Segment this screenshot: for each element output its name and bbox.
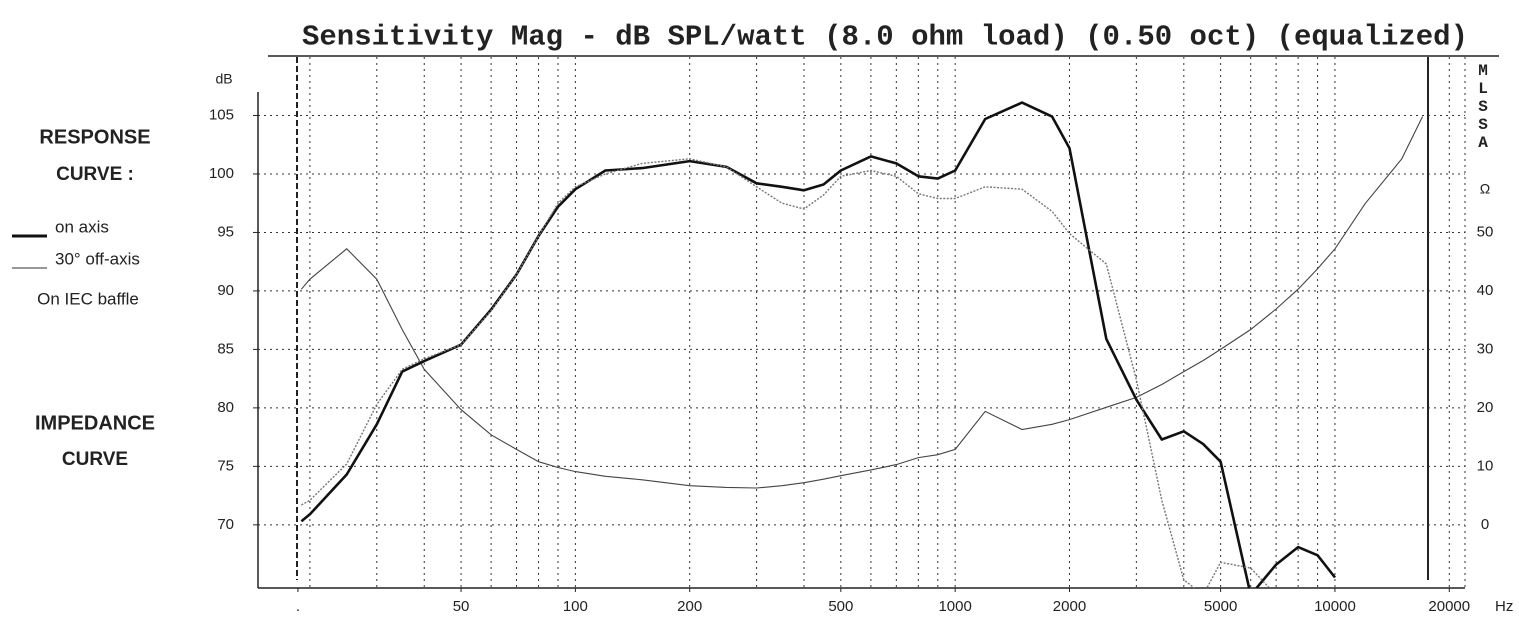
series-line (301, 158, 1271, 588)
chart-title: Sensitivity Mag - dB SPL/watt (8.0 ohm l… (302, 21, 1468, 54)
x-tick-label: 50 (453, 598, 470, 615)
y-tick-label: 100 (209, 165, 234, 182)
y2-tick-label: 0 (1481, 516, 1489, 533)
series-line (300, 101, 1337, 588)
side-label: MLSSA (1474, 62, 1492, 152)
legend-title: CURVE : (56, 164, 134, 185)
impedance-line (300, 116, 1423, 489)
x-tick-label: 10000 (1314, 598, 1356, 615)
y2-axis-label: Ω (1480, 181, 1490, 197)
legend-label: on axis (55, 217, 109, 236)
legend-label: 30° off-axis (55, 249, 140, 268)
x-tick-label: 100 (563, 598, 588, 615)
impedance-label: IMPEDANCE (35, 412, 155, 434)
x-tick-label: 20000 (1428, 598, 1470, 615)
y-tick-label: 105 (209, 106, 234, 123)
y-tick-label: 80 (217, 399, 234, 416)
y2-tick-label: 30 (1477, 340, 1494, 357)
y-axis-label: dB (215, 71, 232, 87)
x-tick-label: 200 (677, 598, 702, 615)
note: On IEC baffle (37, 289, 139, 308)
x-tick-label: 5000 (1204, 598, 1237, 615)
y-tick-label: 95 (217, 223, 234, 240)
x-tick-label: 500 (828, 598, 853, 615)
y2-tick-label: 20 (1477, 399, 1494, 416)
plot-area (300, 101, 1423, 588)
y-tick-label: 90 (217, 282, 234, 299)
y2-tick-label: 10 (1477, 457, 1494, 474)
y-tick-label: 85 (217, 340, 234, 357)
x-tick-label: 2000 (1053, 598, 1086, 615)
x-axis-label: Hz (1495, 598, 1513, 615)
x-tick-label: . (296, 598, 300, 615)
y2-tick-label: 40 (1477, 282, 1494, 299)
y-tick-label: 75 (217, 457, 234, 474)
impedance-label: CURVE (62, 449, 128, 470)
y2-tick-label: 50 (1477, 223, 1494, 240)
legend-title: RESPONSE (39, 126, 150, 148)
y-tick-label: 70 (217, 516, 234, 533)
x-tick-label: 1000 (938, 598, 971, 615)
